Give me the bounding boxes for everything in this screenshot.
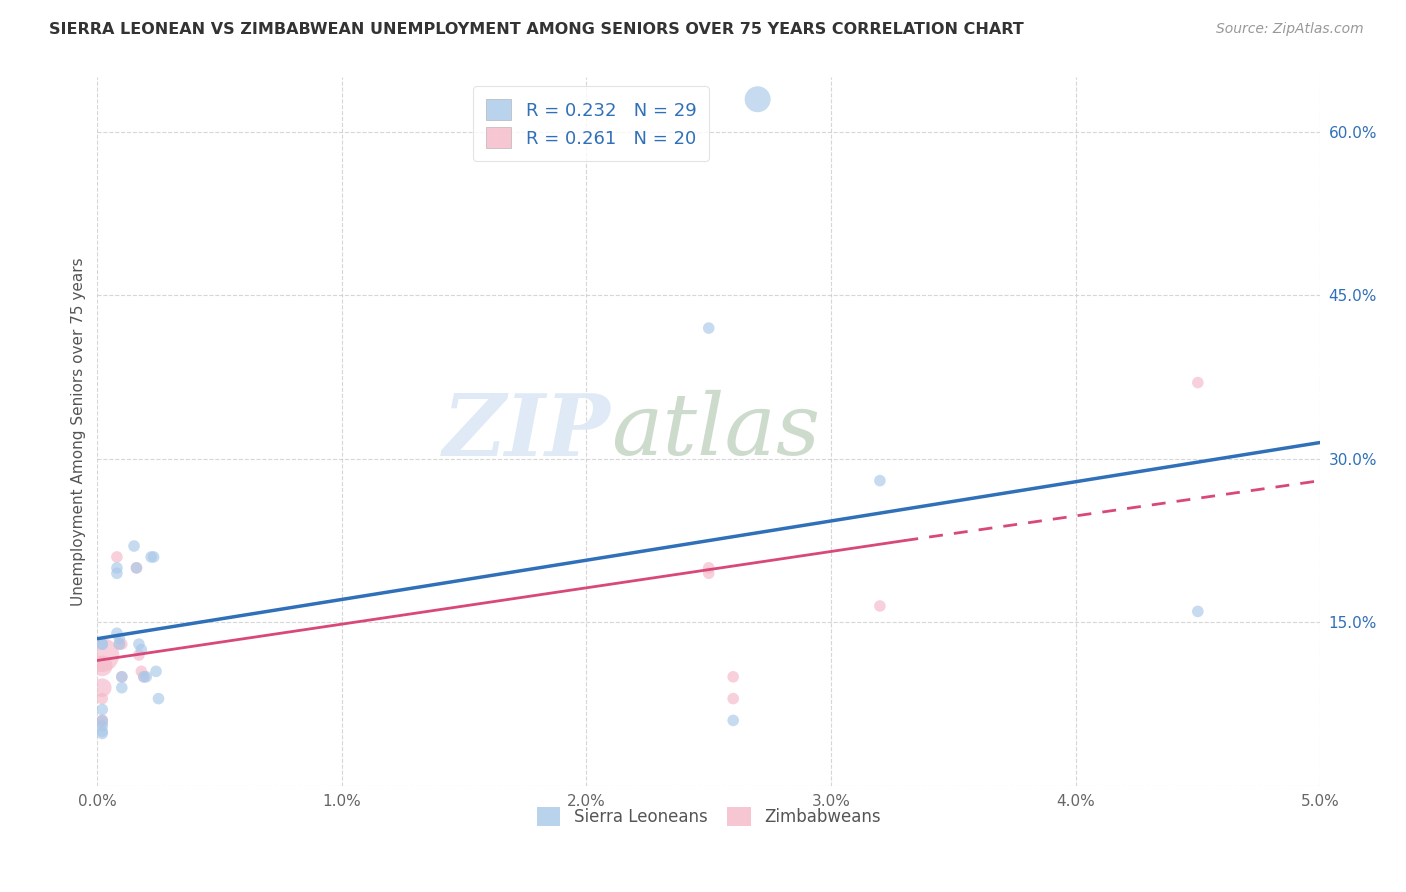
Point [131, 665, 153, 679]
Point [105, 626, 128, 640]
Point [145, 665, 167, 679]
Point [128, 637, 150, 651]
Point [697, 321, 720, 335]
Point [91, 659, 114, 673]
Point [122, 539, 145, 553]
Point [105, 561, 128, 575]
Point [132, 670, 155, 684]
Text: ZIP: ZIP [443, 390, 612, 474]
Point [91, 691, 114, 706]
Point [142, 549, 165, 564]
Point [141, 549, 163, 564]
Point [869, 599, 891, 613]
Legend: Sierra Leoneans, Zimbabweans: Sierra Leoneans, Zimbabweans [529, 798, 889, 834]
Point [111, 670, 134, 684]
Point [697, 561, 720, 575]
Point [721, 670, 744, 684]
Point [91, 714, 114, 728]
Point [721, 691, 744, 706]
Point [91, 726, 114, 740]
Point [108, 637, 131, 651]
Y-axis label: Unemployment Among Seniors over 75 years: Unemployment Among Seniors over 75 years [72, 257, 86, 606]
Point [91, 724, 114, 739]
Point [108, 637, 131, 651]
Point [721, 714, 744, 728]
Point [105, 566, 128, 581]
Point [869, 474, 891, 488]
Point [91, 719, 114, 733]
Point [125, 561, 148, 575]
Point [91, 714, 114, 728]
Point [111, 637, 134, 651]
Text: Source: ZipAtlas.com: Source: ZipAtlas.com [1216, 22, 1364, 37]
Point [91, 637, 114, 651]
Point [91, 702, 114, 716]
Point [135, 670, 157, 684]
Point [91, 715, 114, 730]
Text: atlas: atlas [612, 391, 820, 473]
Point [148, 691, 170, 706]
Point [132, 670, 155, 684]
Point [91, 648, 114, 662]
Text: SIERRA LEONEAN VS ZIMBABWEAN UNEMPLOYMENT AMONG SENIORS OVER 75 YEARS CORRELATIO: SIERRA LEONEAN VS ZIMBABWEAN UNEMPLOYMEN… [49, 22, 1024, 37]
Point [747, 92, 769, 106]
Point [108, 632, 131, 646]
Point [131, 642, 153, 657]
Point [697, 566, 720, 581]
Point [1187, 376, 1209, 390]
Point [91, 637, 114, 651]
Point [128, 648, 150, 662]
Point [1187, 604, 1209, 618]
Point [91, 681, 114, 695]
Point [111, 670, 134, 684]
Point [105, 549, 128, 564]
Point [125, 561, 148, 575]
Point [111, 681, 134, 695]
